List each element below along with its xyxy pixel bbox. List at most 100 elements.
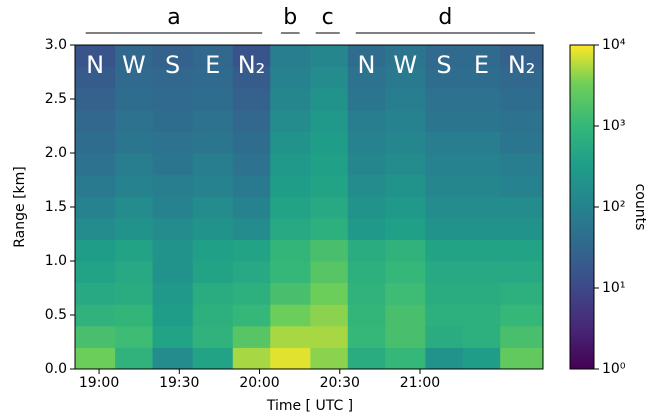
heat-cell <box>232 347 271 370</box>
heat-cell <box>462 304 501 327</box>
heat-cell <box>115 347 154 370</box>
heat-cell <box>115 239 154 262</box>
heat-cell <box>75 88 116 111</box>
heat-cell <box>270 217 311 240</box>
heat-cell <box>500 325 544 348</box>
heat-cell <box>500 66 544 89</box>
heat-cell <box>425 153 464 176</box>
heat-cell <box>425 325 464 348</box>
direction-label: N₂ <box>238 51 266 79</box>
heat-cell <box>310 217 349 240</box>
heat-cell <box>152 66 194 89</box>
heat-cell <box>192 261 234 284</box>
heat-cell <box>385 304 426 327</box>
x-tick-label: 19:00 <box>79 375 119 391</box>
heat-cell <box>192 347 234 370</box>
heat-cell <box>385 66 426 89</box>
heat-cell <box>152 217 194 240</box>
heat-cell <box>232 217 271 240</box>
heat-cell <box>347 239 386 262</box>
heat-cell <box>270 174 311 197</box>
heat-cell <box>232 153 271 176</box>
group-label: c <box>322 5 334 30</box>
heat-cell <box>192 153 234 176</box>
group-label: b <box>283 5 297 30</box>
heat-cell <box>270 131 311 154</box>
heat-cell <box>385 282 426 305</box>
heat-cell <box>192 88 234 111</box>
y-tick-label: 1.5 <box>45 199 67 215</box>
heat-cell <box>425 261 464 284</box>
heat-cell <box>462 217 501 240</box>
heat-cell <box>115 153 154 176</box>
heat-cell <box>385 347 426 370</box>
heat-cell <box>232 196 271 219</box>
heat-cell <box>462 239 501 262</box>
heat-cell <box>385 131 426 154</box>
heat-cell <box>192 282 234 305</box>
heat-cell <box>75 217 116 240</box>
heat-cell <box>152 45 194 68</box>
heat-cell <box>462 196 501 219</box>
heat-cell <box>462 88 501 111</box>
heat-cell <box>462 66 501 89</box>
heat-cell <box>462 45 501 68</box>
heat-cell <box>232 239 271 262</box>
heat-cell <box>347 88 386 111</box>
heat-cell <box>500 282 544 305</box>
heat-cell <box>232 174 271 197</box>
heat-cell <box>310 153 349 176</box>
heat-cell <box>347 304 386 327</box>
colorbar-tick-label: 10⁰ <box>602 361 626 377</box>
x-tick-label: 20:30 <box>320 375 360 391</box>
heat-cell <box>425 282 464 305</box>
heat-cell <box>425 239 464 262</box>
heat-cell <box>462 174 501 197</box>
heat-cell <box>152 153 194 176</box>
heat-cell <box>270 88 311 111</box>
heat-cell <box>232 304 271 327</box>
heat-cell <box>75 196 116 219</box>
heat-cell <box>152 282 194 305</box>
heat-cell <box>152 261 194 284</box>
y-axis-label: Range [km] <box>12 166 28 248</box>
heat-cell <box>115 174 154 197</box>
y-tick-label: 1.0 <box>45 253 67 269</box>
colorbar-tick-label: 10¹ <box>602 280 625 296</box>
heat-cell <box>347 153 386 176</box>
heat-cell <box>425 304 464 327</box>
heat-cell <box>347 325 386 348</box>
heat-cell <box>310 88 349 111</box>
heat-cell <box>115 196 154 219</box>
heat-cell <box>192 325 234 348</box>
heat-cell <box>192 304 234 327</box>
heat-cell <box>385 261 426 284</box>
heat-cell <box>115 325 154 348</box>
heat-cell <box>310 261 349 284</box>
heat-cell <box>270 66 311 89</box>
heat-cell <box>152 304 194 327</box>
heat-cell <box>462 109 501 132</box>
heat-cell <box>425 196 464 219</box>
direction-label: E <box>205 51 220 79</box>
heat-cell <box>347 174 386 197</box>
heat-cell <box>152 196 194 219</box>
heat-cell <box>500 174 544 197</box>
heat-cell <box>192 109 234 132</box>
heat-cell <box>115 261 154 284</box>
heat-cell <box>500 131 544 154</box>
heat-cell <box>425 88 464 111</box>
heat-cell <box>500 153 544 176</box>
heat-cell <box>115 282 154 305</box>
heat-cell <box>310 325 349 348</box>
heat-cell <box>425 45 464 68</box>
direction-label: S <box>436 51 451 79</box>
heat-cell <box>385 45 426 68</box>
heat-cell <box>232 131 271 154</box>
heat-cell <box>310 66 349 89</box>
heat-cell <box>152 88 194 111</box>
heat-cell <box>310 196 349 219</box>
heat-cell <box>192 217 234 240</box>
heat-cell <box>310 347 349 370</box>
heat-cell <box>270 325 311 348</box>
